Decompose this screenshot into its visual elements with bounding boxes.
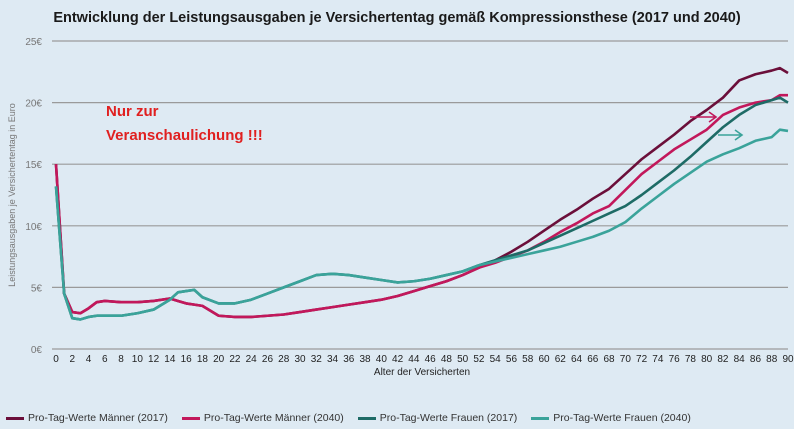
chart-title: Entwicklung der Leistungsausgaben je Ver… <box>53 10 741 26</box>
x-tick-label: 76 <box>669 354 681 365</box>
x-tick-label: 8 <box>118 354 124 365</box>
legend-swatch <box>531 416 550 420</box>
x-tick-label: 2 <box>69 354 75 365</box>
x-tick-label: 62 <box>555 354 567 365</box>
x-tick-label: 4 <box>86 354 92 365</box>
legend-item: Pro-Tag-Werte Frauen (2017) <box>357 412 518 424</box>
x-tick-label: 84 <box>734 354 746 365</box>
x-tick-label: 10 <box>132 354 144 365</box>
x-tick-label: 88 <box>766 354 778 365</box>
legend-label: Pro-Tag-Werte Frauen (2040) <box>553 412 691 424</box>
x-tick-label: 82 <box>717 354 729 365</box>
y-tick-label: 5€ <box>31 283 43 294</box>
x-tick-label: 80 <box>701 354 713 365</box>
arrow-annotation <box>690 111 718 123</box>
x-tick-label: 56 <box>506 354 518 365</box>
annotation-line-2: Veranschaulichung !!! <box>106 127 263 144</box>
x-tick-label: 48 <box>441 354 453 365</box>
y-tick-label: 25€ <box>25 37 42 48</box>
x-tick-label: 72 <box>636 354 648 365</box>
x-tick-label: 30 <box>294 354 306 365</box>
x-tick-label: 24 <box>246 354 258 365</box>
series-line-2 <box>54 93 788 319</box>
x-tick-label: 60 <box>538 354 550 365</box>
x-tick-label: 6 <box>102 354 108 365</box>
x-axis-label: Alter der Versicherten <box>374 367 470 378</box>
x-tick-label: 18 <box>197 354 209 365</box>
annotation-line-1: Nur zur <box>106 103 159 120</box>
x-tick-label: 86 <box>750 354 762 365</box>
x-tick-label: 38 <box>360 354 372 365</box>
x-tick-label: 14 <box>164 354 176 365</box>
arrow-annotation <box>718 129 744 141</box>
annotation-note: Nur zur Veranschaulichung !!! <box>106 100 263 148</box>
x-tick-label: 42 <box>392 354 404 365</box>
x-tick-label: 44 <box>408 354 420 365</box>
legend-item: Pro-Tag-Werte Männer (2017) <box>6 412 168 424</box>
legend-label: Pro-Tag-Werte Männer (2040) <box>203 412 344 424</box>
legend-swatch <box>181 416 200 420</box>
legend-swatch <box>6 416 24 420</box>
x-tick-label: 70 <box>620 354 632 365</box>
legend-label: Pro-Tag-Werte Männer (2017) <box>28 412 168 424</box>
x-tick-label: 0 <box>53 354 59 365</box>
x-tick-label: 64 <box>571 354 583 365</box>
series-line-4 <box>54 128 789 321</box>
legend-item: Pro-Tag-Werte Frauen (2040) <box>531 412 691 424</box>
x-tick-label: 50 <box>457 354 469 365</box>
x-tick-label: 46 <box>425 354 437 365</box>
x-tick-label: 66 <box>587 354 599 365</box>
x-tick-label: 34 <box>327 354 339 365</box>
x-tick-label: 74 <box>652 354 664 365</box>
legend-swatch <box>357 416 376 420</box>
x-tick-label: 12 <box>148 354 160 365</box>
x-tick-label: 90 <box>782 354 794 365</box>
x-tick-label: 22 <box>229 354 241 365</box>
x-tick-label: 68 <box>604 354 616 365</box>
y-axis-label: Leistungsausgaben je Versichertentag in … <box>7 103 17 287</box>
y-tick-label: 10€ <box>25 222 42 233</box>
x-tick-label: 36 <box>343 354 355 365</box>
legend: Pro-Tag-Werte Männer (2017) Pro-Tag-Wert… <box>6 412 691 424</box>
y-tick-label: 0€ <box>31 345 43 356</box>
x-tick-label: 78 <box>685 354 697 365</box>
x-tick-label: 52 <box>473 354 485 365</box>
x-tick-label: 58 <box>522 354 534 365</box>
y-tick-label: 20€ <box>25 99 42 110</box>
x-tick-label: 32 <box>311 354 323 365</box>
legend-item: Pro-Tag-Werte Männer (2040) <box>181 412 344 424</box>
x-tick-label: 40 <box>376 354 388 365</box>
x-tick-label: 20 <box>213 354 225 365</box>
x-tick-label: 28 <box>278 354 290 365</box>
legend-label: Pro-Tag-Werte Frauen (2017) <box>379 412 518 424</box>
x-tick-label: 26 <box>262 354 274 365</box>
y-tick-label: 15€ <box>25 160 42 171</box>
x-tick-label: 54 <box>490 354 502 365</box>
x-tick-label: 16 <box>181 354 193 365</box>
